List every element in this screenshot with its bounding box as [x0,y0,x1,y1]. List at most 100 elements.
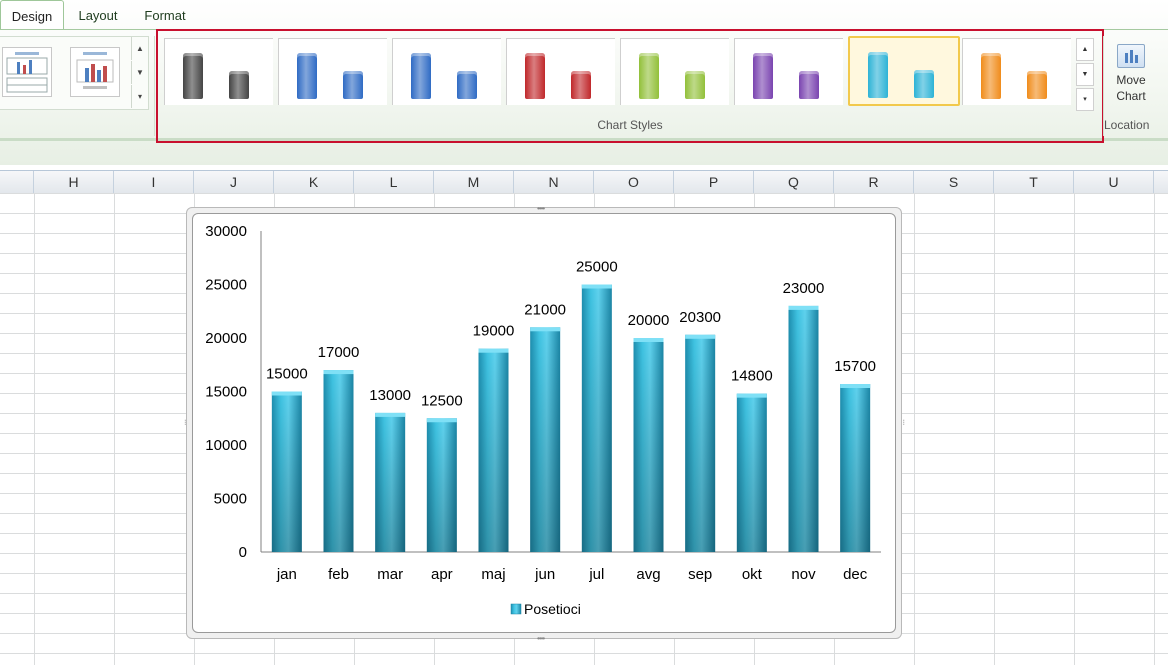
chart-object[interactable]: •••• •••• ⁝ ⁝ 0 5000 10000 15000 20000 25000 3… [184,204,905,643]
group-separator [154,36,155,136]
x-tick-label-okt: okt [742,566,763,583]
data-label-apr: 12500 [421,392,463,409]
chart-area[interactable]: 0 5000 10000 15000 20000 25000 30000 15000 jan 17… [192,213,896,633]
move-chart-icon [1117,44,1145,68]
style-cylinder-tall-icon [297,53,317,99]
chart-layout-1-icon [6,52,48,93]
y-tick-label: 10000 [205,437,247,454]
data-label-nov: 23000 [783,280,825,297]
column-header-R[interactable]: R [834,171,914,193]
chart-style-thumb-6[interactable] [734,38,843,105]
style-cylinder-tall-icon [411,53,431,99]
bar-nov[interactable] [788,305,819,552]
chart-layout-thumb-2[interactable] [70,47,120,97]
column-header-P[interactable]: P [674,171,754,193]
data-label-jan: 15000 [266,366,308,383]
style-cylinder-tall-icon [868,52,888,98]
column-header-S[interactable]: S [914,171,994,193]
layouts-scroll-down-icon[interactable]: ▼ [131,61,148,84]
styles-more-icon[interactable]: ▾ [1076,88,1094,111]
bar-jun[interactable] [530,327,561,552]
chart-styles-gallery [164,36,1090,108]
ribbon: Design Layout Format [0,0,1168,165]
x-tick-label-jul: jul [588,566,604,583]
bar-dec[interactable] [840,384,871,552]
x-tick-label-dec: dec [843,566,868,583]
tab-layout[interactable]: Layout [78,8,118,23]
bar-apr[interactable] [426,418,457,552]
column-header-N[interactable]: N [514,171,594,193]
resize-handle-right-icon[interactable]: ⁝ [902,418,904,427]
style-cylinder-short-icon [343,71,363,99]
chart-style-thumb-3[interactable] [392,38,501,105]
move-chart-button[interactable]: Move Chart [1106,36,1156,126]
chart-style-thumb-2[interactable] [278,38,387,105]
layouts-scroll-up-icon[interactable]: ▲ [131,37,148,60]
style-cylinder-tall-icon [981,53,1001,99]
y-tick-label: 30000 [205,223,247,240]
bar-okt[interactable] [736,393,767,552]
chart-style-thumb-4[interactable] [506,38,615,105]
x-tick-label-apr: apr [431,566,453,583]
chart-style-thumb-5[interactable] [620,38,729,105]
x-tick-label-sep: sep [688,566,712,583]
x-tick-label-jan: jan [276,566,297,583]
column-header-spacer [0,171,34,193]
y-tick-label: 25000 [205,277,247,294]
chart-style-thumb-1[interactable] [164,38,273,105]
x-tick-label-mar: mar [377,566,403,583]
x-tick-label-avg: avg [636,566,660,583]
move-chart-label-line1: Move [1116,73,1146,87]
style-cylinder-short-icon [457,71,477,99]
chart-styles-group: ▲ ▼ ▾ Chart Styles [160,36,1100,142]
ribbon-bottom-edge [0,138,1168,141]
resize-handle-bottom-icon[interactable]: •••• [537,634,545,643]
styles-scroll-down-icon[interactable]: ▼ [1076,63,1094,86]
data-label-sep: 20300 [679,309,721,326]
column-header-Q[interactable]: Q [754,171,834,193]
data-label-feb: 17000 [318,344,360,361]
column-header-I[interactable]: I [114,171,194,193]
tab-format[interactable]: Format [144,8,186,23]
column-header-K[interactable]: K [274,171,354,193]
resize-handle-top-icon[interactable]: •••• [537,204,545,213]
bar-feb[interactable] [323,370,354,552]
chart-layout-thumb-1[interactable] [2,47,52,97]
y-tick-label: 20000 [205,330,247,347]
chart-style-thumb-8[interactable] [962,38,1071,105]
bar-sep[interactable] [685,334,716,552]
column-header-J[interactable]: J [194,171,274,193]
style-cylinder-tall-icon [639,53,659,99]
style-cylinder-tall-icon [525,53,545,99]
column-chart[interactable]: 0 5000 10000 15000 20000 25000 30000 15000 jan 17… [193,214,895,632]
y-tick-label: 5000 [214,491,247,508]
layouts-more-icon[interactable]: ▾ [131,85,148,108]
data-label-mar: 13000 [369,387,411,404]
bar-avg[interactable] [633,338,664,552]
bar-jul[interactable] [581,284,612,553]
chart-legend[interactable]: Posetioci [510,601,581,617]
column-header-O[interactable]: O [594,171,674,193]
bar-mar[interactable] [375,412,406,552]
chart-style-thumb-7[interactable] [848,36,960,106]
column-header-M[interactable]: M [434,171,514,193]
legend-key-icon [510,603,522,615]
style-cylinder-short-icon [914,70,934,98]
column-header-H[interactable]: H [34,171,114,193]
data-label-jun: 21000 [524,301,566,318]
tab-design[interactable]: Design [0,0,64,30]
style-cylinder-short-icon [685,71,705,99]
bar-jan[interactable] [271,391,302,553]
location-group-label: Location [1104,118,1150,132]
x-tick-label-nov: nov [791,566,816,583]
column-header-T[interactable]: T [994,171,1074,193]
x-tick-label-jun: jun [534,566,555,583]
column-header-U[interactable]: U [1074,171,1154,193]
styles-scroll-up-icon[interactable]: ▲ [1076,38,1094,61]
x-tick-label-maj: maj [481,566,505,583]
bar-maj[interactable] [478,348,509,552]
column-header-L[interactable]: L [354,171,434,193]
y-tick-label: 15000 [205,384,247,401]
resize-handle-left-icon[interactable]: ⁝ [184,418,186,427]
